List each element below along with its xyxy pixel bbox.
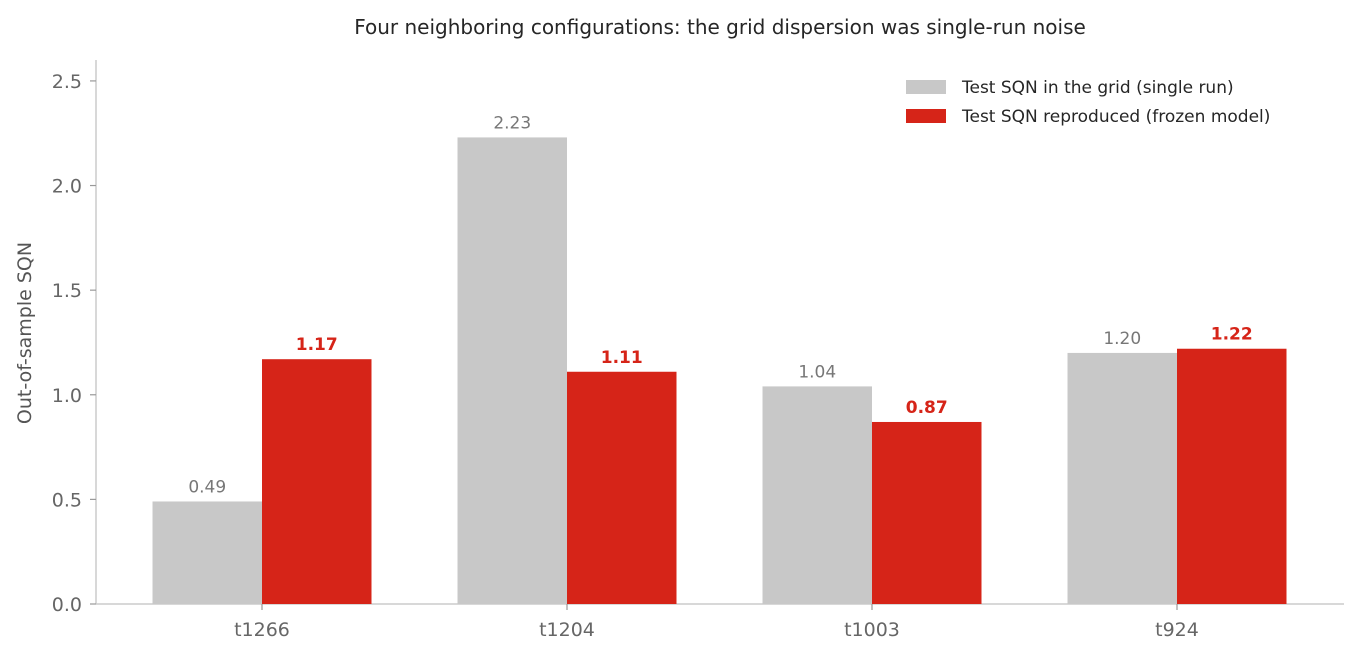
bar-grid-single-run (152, 501, 262, 604)
bar-grid-single-run (762, 386, 872, 604)
data-label-reproduced: 1.11 (601, 348, 643, 368)
bar-grid-single-run (457, 137, 567, 604)
y-axis-label: Out-of-sample SQN (14, 242, 36, 424)
legend-label: Test SQN in the grid (single run) (961, 78, 1234, 98)
x-tick-label: t1266 (234, 619, 290, 641)
bar-reproduced-frozen (872, 421, 982, 604)
bar-grid-single-run (1067, 352, 1177, 604)
x-tick-label: t1003 (844, 619, 900, 641)
y-tick-label: 0.0 (52, 594, 82, 616)
data-label-grid: 2.23 (493, 113, 531, 133)
y-tick-label: 0.5 (52, 489, 82, 511)
y-tick-label: 2.5 (52, 71, 82, 93)
data-label-grid: 1.20 (1103, 329, 1141, 349)
legend-swatch (906, 80, 946, 94)
x-tick-label: t924 (1155, 619, 1199, 641)
x-tick-label: t1204 (539, 619, 595, 641)
y-tick-label: 2.0 (52, 176, 82, 198)
data-label-grid: 0.49 (188, 477, 226, 497)
bar-reproduced-frozen (567, 371, 677, 604)
bar-reproduced-frozen (262, 359, 372, 604)
legend-label: Test SQN reproduced (frozen model) (961, 107, 1270, 127)
bar-reproduced-frozen (1177, 348, 1287, 604)
data-label-reproduced: 1.22 (1211, 325, 1253, 345)
y-tick-label: 1.0 (52, 385, 82, 407)
legend-swatch (906, 109, 946, 123)
data-label-grid: 1.04 (798, 362, 836, 382)
chart-title: Four neighboring configurations: the gri… (354, 15, 1086, 39)
legend: Test SQN in the grid (single run) Test SQ… (906, 78, 1270, 127)
data-label-reproduced: 0.87 (906, 398, 948, 418)
plot-area: 0.0 0.5 1.0 1.5 2.0 2.5 t1266 0.49 1.17 t1204 2.23… (52, 60, 1344, 641)
y-tick-label: 1.5 (52, 280, 82, 302)
data-label-reproduced: 1.17 (296, 335, 338, 355)
